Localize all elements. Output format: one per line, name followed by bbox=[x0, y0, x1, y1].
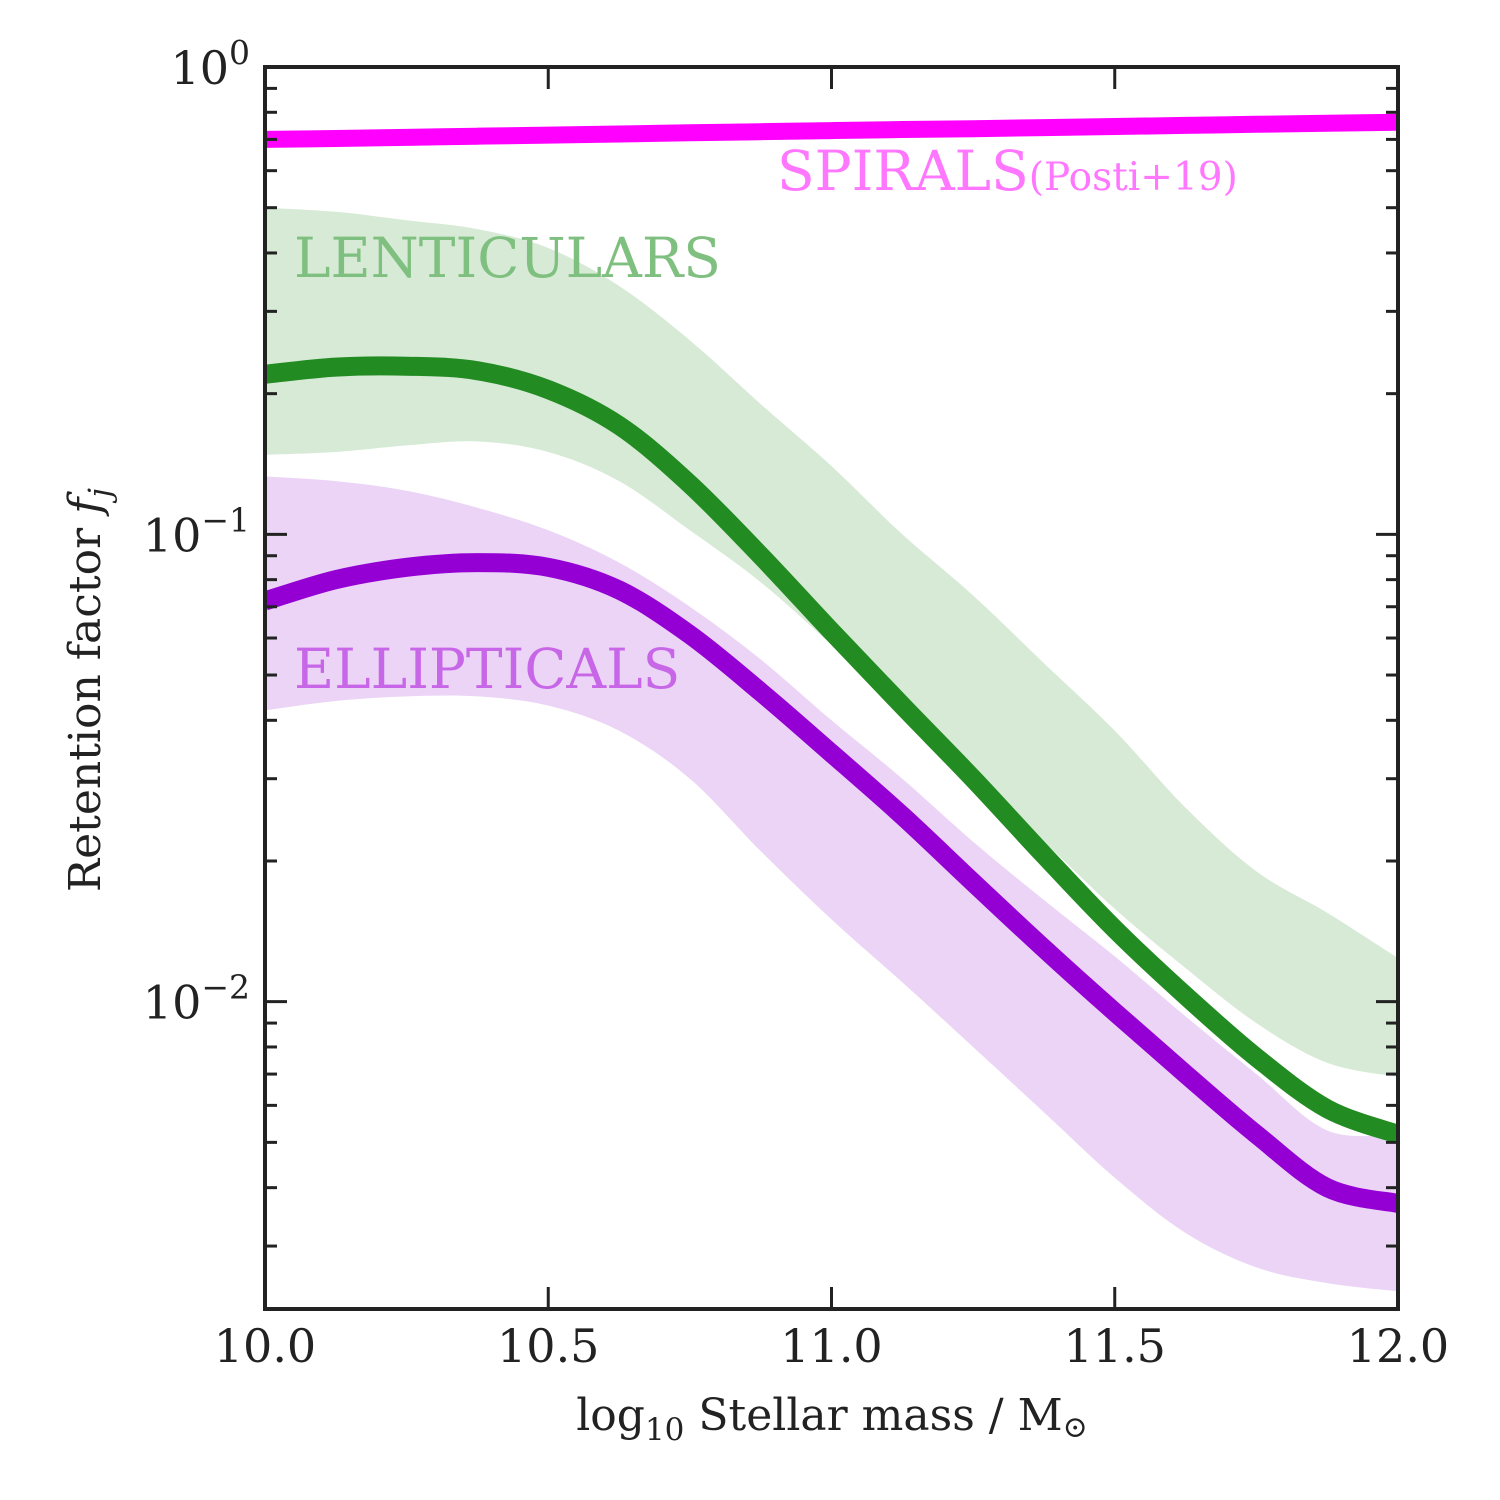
x-tick-label: 11.0 bbox=[780, 1319, 882, 1373]
plot-frame bbox=[263, 65, 1400, 1311]
lenticulars-label: LENTICULARS bbox=[294, 226, 721, 290]
line-ellipticals bbox=[265, 553, 1398, 1213]
y-axis-label: Retention factor fj bbox=[60, 488, 118, 892]
x-axis-label: log10 Stellar mass / M⊙ bbox=[576, 1390, 1088, 1448]
y-tick-labels: 100 10−1 10−2 bbox=[143, 33, 250, 1030]
x-tick-labels: 10.0 10.5 11.0 11.5 12.0 bbox=[214, 1319, 1449, 1373]
line-lenticulars bbox=[265, 356, 1398, 1144]
ellipticals-label: ELLIPTICALS bbox=[294, 637, 680, 701]
y-tick-label: 10−2 bbox=[143, 968, 250, 1030]
x-tick-label: 10.0 bbox=[214, 1319, 316, 1373]
y-tick-label: 100 bbox=[170, 33, 250, 95]
y-tick-label: 10−1 bbox=[143, 500, 250, 562]
band-ellipticals bbox=[265, 476, 1398, 1292]
spirals-label: SPIRALS(Posti+19) bbox=[777, 139, 1238, 203]
series-lines bbox=[265, 113, 1398, 1213]
x-tick-label: 11.5 bbox=[1064, 1319, 1166, 1373]
x-tick-label: 10.5 bbox=[497, 1319, 599, 1373]
line-spirals bbox=[265, 113, 1398, 148]
x-tick-label: 12.0 bbox=[1347, 1319, 1449, 1373]
